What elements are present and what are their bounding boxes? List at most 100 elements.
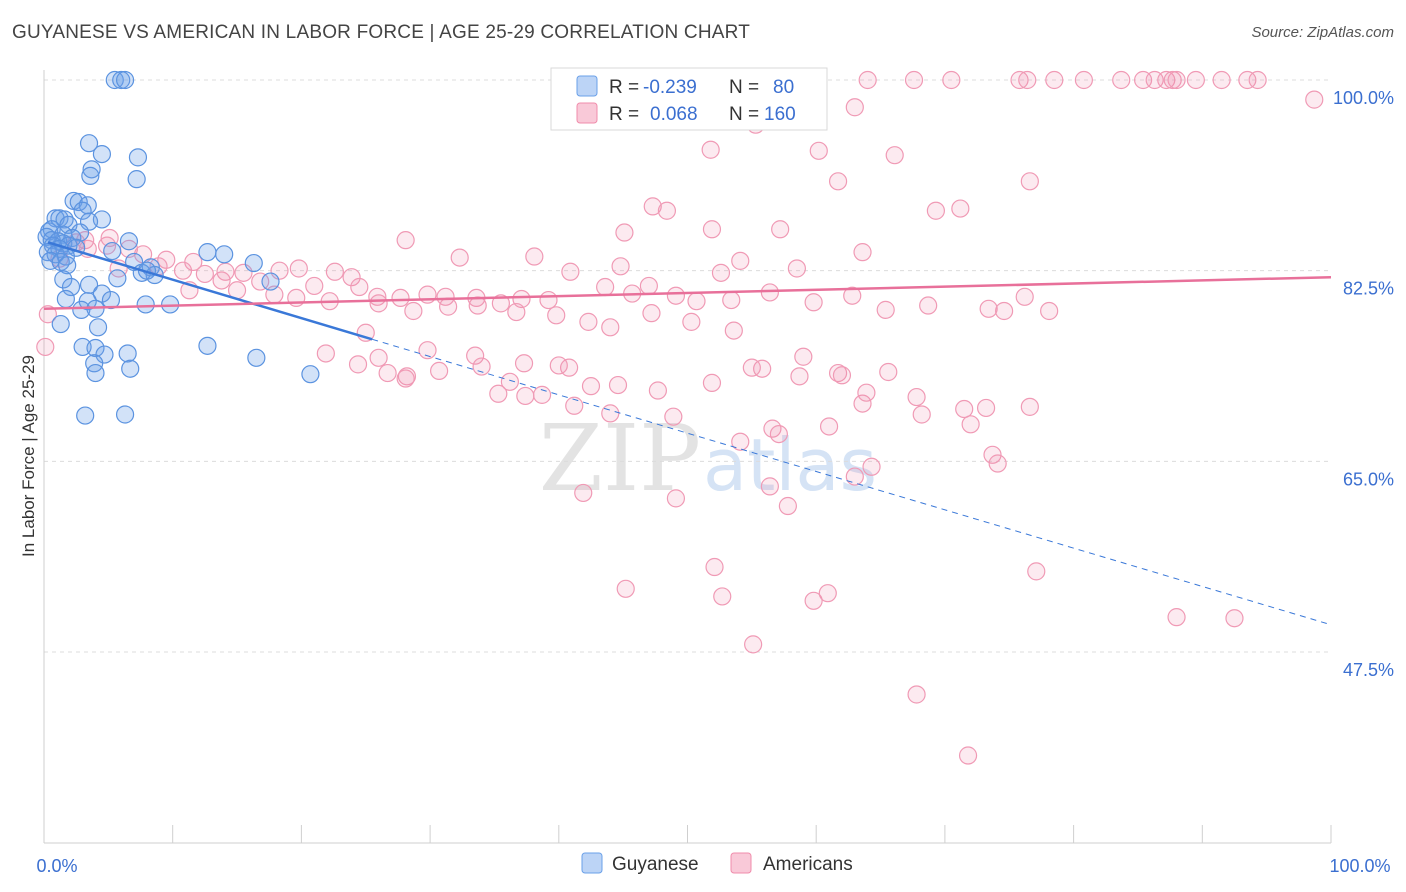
bottom-legend-swatch-guyanese: [581, 852, 603, 874]
chart-title: GUYANESE VS AMERICAN IN LABOR FORCE | AG…: [12, 22, 750, 43]
stats-legend: R = -0.239 N = 80 R = 0.068 N = 160: [550, 67, 828, 131]
americans-point-53: [173, 261, 193, 280]
guyanese-point-4: [92, 144, 112, 164]
americans-point-86: [1015, 287, 1034, 306]
americans-point-99: [579, 312, 598, 331]
americans-point-144: [731, 432, 750, 451]
americans-point-27: [926, 201, 945, 220]
trend-lines: [43, 241, 1332, 626]
americans-point-132: [857, 383, 876, 402]
series-legend: Guyanese Americans: [581, 852, 853, 875]
guyanese-point-74: [115, 405, 135, 424]
americans-point-75: [639, 276, 658, 296]
grid-lines: [44, 79, 1331, 653]
watermark-atlas: atlas: [703, 423, 877, 507]
americans-point-38: [611, 257, 630, 276]
americans-point-94: [404, 301, 423, 321]
americans-point-64: [350, 277, 369, 297]
guyanese-point-50: [261, 272, 280, 291]
americans-point-58: [289, 259, 308, 278]
legend-r-label-americans: R =: [609, 104, 639, 125]
americans-point-45: [97, 236, 117, 255]
americans-point-79: [760, 283, 779, 302]
x-ticks: [43, 825, 1332, 843]
americans-point-25: [643, 197, 662, 216]
guyanese-point-63: [198, 336, 217, 355]
americans-trend-line: [43, 275, 1332, 311]
americans-point-36: [731, 251, 750, 270]
guyanese-point-56: [101, 290, 121, 310]
americans-point-115: [790, 367, 809, 386]
americans-point-127: [601, 404, 620, 423]
americans-point-153: [988, 454, 1007, 473]
bottom-legend-label-americans: Americans: [763, 854, 853, 875]
legend-swatch-guyanese: [576, 75, 598, 97]
americans-point-34: [450, 248, 469, 267]
guyanese-point-0: [105, 70, 124, 90]
watermark-zip: ZIP: [539, 405, 701, 512]
guyanese-point-46: [54, 270, 73, 289]
americans-point-85: [995, 301, 1014, 321]
americans-point-131: [832, 366, 852, 385]
legend-n-value-americans: 160: [764, 104, 796, 125]
americans-point-160: [713, 587, 732, 606]
americans-point-23: [828, 172, 848, 191]
y-tick-label-2: 82.5%: [1343, 279, 1394, 299]
americans-point-28: [951, 199, 970, 218]
americans-point-123: [489, 384, 508, 403]
guyanese-point-71: [86, 363, 105, 383]
americans-point-35: [525, 247, 544, 266]
americans-point-148: [862, 457, 881, 476]
legend-swatch-americans: [576, 102, 598, 124]
legend-r-value-guyanese: -0.239: [643, 77, 697, 98]
americans-point-14: [1212, 70, 1231, 90]
americans-point-21: [809, 141, 828, 160]
guyanese-point-65: [86, 338, 105, 358]
guyanese-point-69: [85, 354, 104, 373]
americans-point-83: [919, 296, 938, 315]
americans-point-33: [853, 243, 872, 262]
americans-point-87: [1040, 301, 1059, 321]
guyanese-point-47: [108, 269, 127, 288]
y-tick-label-1: 65.0%: [1343, 469, 1394, 489]
americans-point-98: [547, 306, 566, 325]
americans-point-117: [853, 394, 872, 413]
guyanese-point-38: [119, 232, 139, 251]
y-tick-label-3: 100.0%: [1333, 88, 1394, 108]
guyanese-point-37: [58, 256, 77, 275]
americans-point-76: [666, 286, 686, 305]
americans-point-81: [843, 286, 862, 305]
guyanese-point-42: [244, 253, 263, 273]
guyanese-point-70: [121, 359, 140, 378]
americans-point-22: [885, 146, 904, 165]
americans-point-111: [608, 375, 628, 395]
americans-point-134: [955, 399, 974, 419]
americans-point-119: [369, 348, 388, 367]
americans-point-102: [682, 312, 701, 331]
americans-point-66: [391, 288, 410, 308]
americans-point-6: [1074, 70, 1093, 90]
americans-point-137: [316, 344, 335, 363]
americans-point-152: [983, 445, 1002, 464]
americans-point-32: [396, 231, 415, 250]
americans-point-62: [251, 272, 270, 291]
americans-point-165: [1167, 608, 1186, 627]
americans-point-73: [596, 277, 615, 297]
americans-point-113: [702, 373, 722, 392]
guyanese-point-53: [92, 284, 112, 303]
americans-point-133: [907, 387, 926, 407]
americans-point-10: [1157, 70, 1176, 90]
americans-point-59: [325, 262, 344, 281]
americans-point-128: [664, 407, 683, 426]
legend-n-value-guyanese: 80: [773, 77, 794, 98]
americans-point-15: [1238, 70, 1257, 90]
americans-point-124: [516, 386, 535, 406]
americans-point-80: [804, 293, 823, 312]
guyanese-point-7: [81, 166, 100, 185]
legend-n-label-guyanese: N =: [729, 77, 759, 98]
americans-point-155: [666, 489, 686, 508]
americans-point-31: [771, 220, 790, 239]
americans-point-129: [742, 358, 761, 377]
y-axis-label: In Labor Force | Age 25-29: [19, 355, 38, 557]
guyanese-point-1: [112, 70, 131, 90]
